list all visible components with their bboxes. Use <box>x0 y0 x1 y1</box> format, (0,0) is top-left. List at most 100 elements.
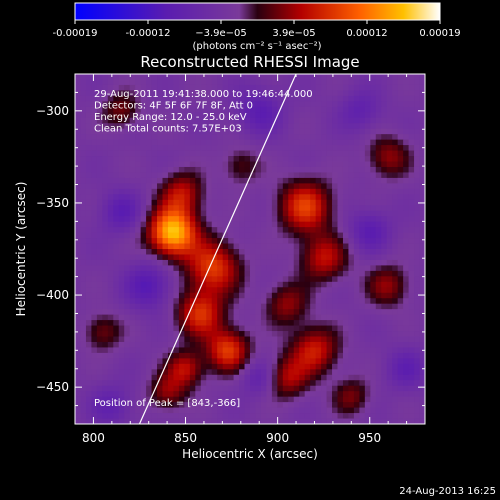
heatmap-cell <box>277 188 284 195</box>
heatmap-cell <box>233 402 240 408</box>
heatmap-cell <box>178 232 185 239</box>
heatmap-cell <box>178 369 185 376</box>
heatmap-cell <box>75 249 81 255</box>
heatmap-cell <box>151 161 158 168</box>
heatmap-cell <box>222 325 229 332</box>
heatmap-cell <box>135 156 142 162</box>
heatmap-cell <box>162 166 169 173</box>
heatmap-cell <box>85 292 92 299</box>
heatmap-cell <box>135 341 142 348</box>
heatmap-cell <box>157 402 163 408</box>
heatmap-cell <box>85 314 92 321</box>
heatmap-cell <box>332 363 338 370</box>
heatmap-cell <box>299 150 306 157</box>
heatmap-cell <box>403 177 409 184</box>
heatmap-cell <box>189 232 196 239</box>
heatmap-cell <box>244 369 251 376</box>
heatmap-cell <box>91 128 98 135</box>
heatmap-cell <box>414 79 420 86</box>
heatmap-cell <box>293 259 300 266</box>
heatmap-cell <box>173 134 180 141</box>
heatmap-cell <box>178 380 185 387</box>
heatmap-cell <box>222 352 229 359</box>
heatmap-cell <box>408 145 415 151</box>
heatmap-cell <box>282 199 289 206</box>
heatmap-cell <box>239 95 245 102</box>
heatmap-cell <box>419 276 425 283</box>
heatmap-cell <box>310 84 317 91</box>
heatmap-cell <box>124 363 131 370</box>
heatmap-cell <box>381 106 388 113</box>
heatmap-cell <box>167 128 174 135</box>
heatmap-cell <box>332 134 338 141</box>
heatmap-cell <box>146 320 152 326</box>
heatmap-cell <box>370 123 377 130</box>
heatmap-cell <box>299 418 306 424</box>
heatmap-cell <box>239 309 245 316</box>
heatmap-cell <box>85 374 92 381</box>
heatmap-cell <box>277 150 284 157</box>
heatmap-cell <box>151 413 158 419</box>
heatmap-cell <box>206 347 213 354</box>
heatmap-cell <box>326 117 333 124</box>
heatmap-cell <box>266 145 273 151</box>
heatmap-cell <box>414 369 420 376</box>
heatmap-cell <box>206 238 213 244</box>
heatmap-cell <box>299 128 306 135</box>
heatmap-cell <box>359 243 366 250</box>
heatmap-cell <box>348 238 355 244</box>
heatmap-cell <box>299 134 306 141</box>
heatmap-cell <box>91 199 98 206</box>
heatmap-cell <box>337 352 344 359</box>
heatmap-cell <box>326 145 333 151</box>
heatmap-cell <box>414 134 420 141</box>
heatmap-cell <box>206 134 213 141</box>
heatmap-cell <box>75 281 81 288</box>
heatmap-cell <box>250 374 256 381</box>
heatmap-cell <box>271 292 278 299</box>
heatmap-cell <box>85 106 92 113</box>
heatmap-cell <box>178 292 185 299</box>
heatmap-cell <box>282 243 289 250</box>
heatmap-cell <box>381 95 388 102</box>
heatmap-cell <box>342 287 349 294</box>
heatmap-cell <box>217 150 224 157</box>
heatmap-cell <box>184 221 191 228</box>
heatmap-cell <box>200 254 207 261</box>
heatmap-cell <box>364 320 371 326</box>
heatmap-cell <box>162 238 169 244</box>
heatmap-cell <box>266 385 273 392</box>
heatmap-cell <box>321 385 327 392</box>
heatmap-cell <box>178 177 185 184</box>
heatmap-cell <box>178 205 185 212</box>
heatmap-cell <box>364 281 371 288</box>
heatmap-cell <box>184 292 191 299</box>
heatmap-cell <box>140 276 147 283</box>
heatmap-cell <box>271 84 278 91</box>
info-line: Clean Total counts: 7.57E+03 <box>94 124 242 135</box>
heatmap-cell <box>162 101 169 108</box>
heatmap-cell <box>403 95 409 102</box>
heatmap-cell <box>140 79 147 86</box>
heatmap-cell <box>80 210 87 217</box>
heatmap-cell <box>255 358 262 365</box>
heatmap-cell <box>200 128 207 135</box>
heatmap-cell <box>304 347 311 354</box>
heatmap-cell <box>195 254 202 261</box>
heatmap-cell <box>211 292 218 299</box>
heatmap-cell <box>321 243 327 250</box>
heatmap-cell <box>233 347 240 354</box>
heatmap-cell <box>206 227 213 233</box>
heatmap-cell <box>386 216 393 223</box>
heatmap-cell <box>359 134 366 141</box>
heatmap-cell <box>80 79 87 86</box>
heatmap-cell <box>288 145 295 151</box>
heatmap-cell <box>91 205 98 212</box>
heatmap-cell <box>75 358 81 365</box>
heatmap-cell <box>397 391 404 398</box>
heatmap-cell <box>315 374 322 381</box>
heatmap-cell <box>293 221 300 228</box>
heatmap-cell <box>107 303 114 310</box>
heatmap-cell <box>266 139 273 146</box>
heatmap-cell <box>359 303 366 310</box>
